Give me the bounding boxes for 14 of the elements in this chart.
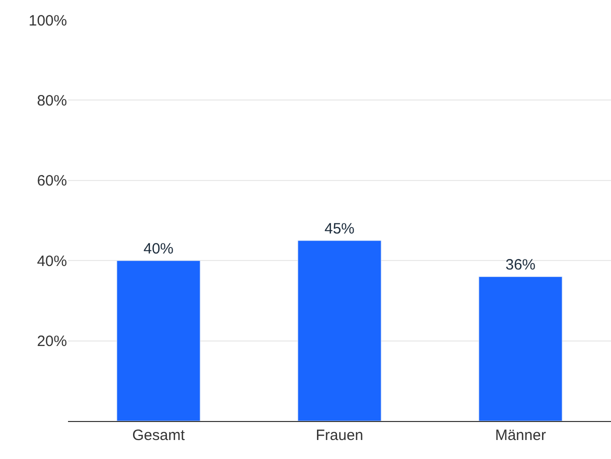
data-label: 40% [143,240,174,258]
x-tick-label: Männer [495,427,546,444]
bar [116,260,200,421]
y-tick-label: 100% [28,12,67,30]
y-tick-label: 60% [36,172,67,190]
bar [478,276,562,421]
x-tick-label: Gesamt [132,427,186,444]
data-label: 36% [505,256,536,274]
y-tick-label: 20% [36,333,67,350]
data-label: 45% [324,220,355,238]
bar [298,240,382,421]
y-tick-label: 80% [36,92,67,110]
y-tick-label: 40% [36,252,67,270]
x-tick-label: Frauen [316,427,364,444]
